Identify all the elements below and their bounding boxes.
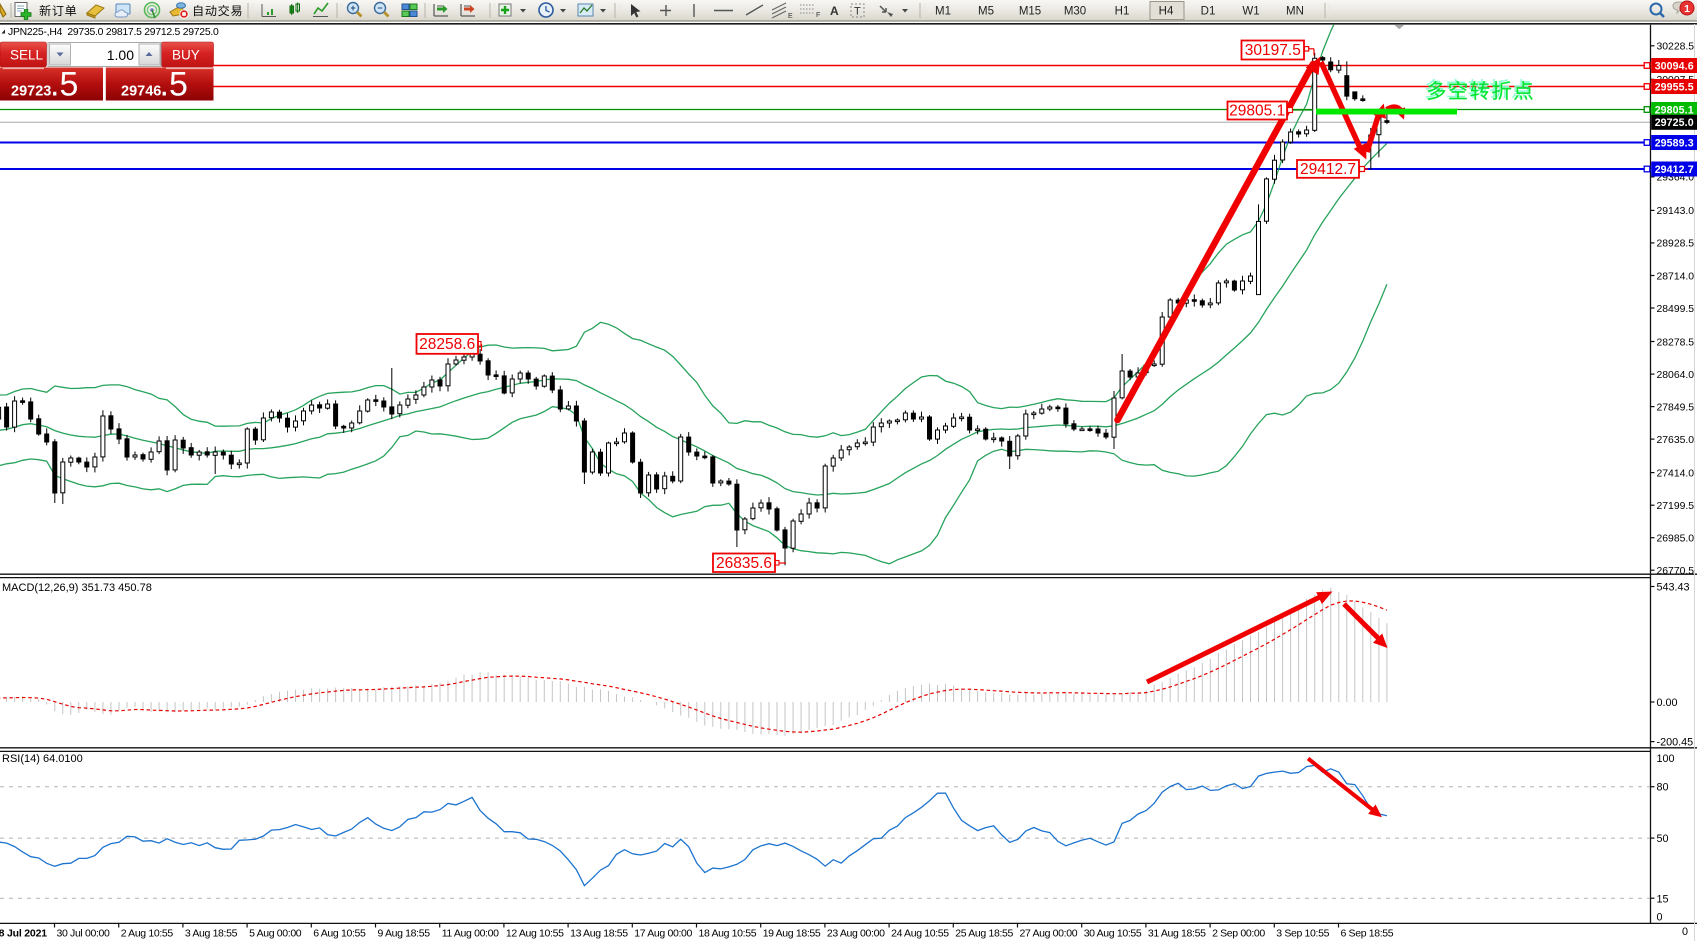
svg-text:23 Aug 00:00: 23 Aug 00:00	[827, 928, 885, 940]
svg-text:M30: M30	[1064, 6, 1086, 18]
svg-text:27 Aug 00:00: 27 Aug 00:00	[1020, 928, 1078, 940]
svg-text:18 Aug 10:55: 18 Aug 10:55	[699, 928, 757, 940]
svg-text:T: T	[854, 6, 861, 18]
svg-text:29412.7: 29412.7	[1655, 164, 1694, 176]
svg-text:543.43: 543.43	[1657, 582, 1690, 594]
svg-text:29589.3: 29589.3	[1655, 137, 1694, 149]
svg-text:.5: .5	[160, 66, 188, 104]
svg-text:D1: D1	[1201, 6, 1216, 18]
svg-text:0: 0	[1657, 912, 1663, 924]
svg-text:25 Aug 18:55: 25 Aug 18:55	[955, 928, 1013, 940]
svg-text:19 Aug 18:55: 19 Aug 18:55	[763, 928, 821, 940]
svg-text:3 Sep 10:55: 3 Sep 10:55	[1276, 928, 1329, 940]
svg-text:28714.0: 28714.0	[1657, 271, 1695, 282]
svg-text:11 Aug 00:00: 11 Aug 00:00	[442, 928, 499, 940]
svg-text:.5: .5	[50, 66, 78, 104]
svg-text:1: 1	[1684, 3, 1690, 15]
svg-text:27414.0: 27414.0	[1657, 468, 1695, 479]
svg-text:-200.45: -200.45	[1657, 737, 1694, 749]
svg-text:6 Sep 18:55: 6 Sep 18:55	[1341, 928, 1394, 940]
svg-text:29412.7: 29412.7	[1300, 161, 1356, 178]
svg-text:28499.5: 28499.5	[1657, 304, 1695, 315]
svg-text:31 Aug 18:55: 31 Aug 18:55	[1148, 928, 1206, 940]
svg-text:30228.5: 30228.5	[1657, 42, 1695, 53]
svg-text:28928.5: 28928.5	[1657, 239, 1695, 250]
svg-text:27849.5: 27849.5	[1657, 402, 1695, 413]
svg-text:F: F	[816, 12, 820, 19]
svg-text:M15: M15	[1019, 6, 1041, 18]
svg-text:12 Aug 10:55: 12 Aug 10:55	[506, 928, 564, 940]
svg-text:H1: H1	[1115, 6, 1130, 18]
svg-text:BUY: BUY	[172, 48, 200, 63]
svg-text:26770.5: 26770.5	[1657, 566, 1695, 577]
svg-text:0: 0	[1682, 926, 1688, 938]
svg-text:50: 50	[1657, 833, 1669, 845]
svg-text:A: A	[830, 4, 839, 18]
svg-text:29746: 29746	[121, 84, 161, 100]
svg-text:15: 15	[1657, 893, 1669, 905]
svg-text:+: +	[350, 3, 355, 13]
svg-text:M5: M5	[978, 6, 994, 18]
svg-text:JPN225-,H4 29735.0 29817.5 29: JPN225-,H4 29735.0 29817.5 29712.5 29725…	[8, 27, 219, 38]
svg-text:H4: H4	[1159, 6, 1174, 18]
svg-text:1.00: 1.00	[107, 47, 134, 63]
svg-text:26985.0: 26985.0	[1657, 534, 1695, 545]
svg-text:0.00: 0.00	[1657, 697, 1678, 709]
svg-text:30197.5: 30197.5	[1245, 42, 1301, 59]
svg-text:29723: 29723	[11, 84, 51, 100]
svg-text:24 Aug 10:55: 24 Aug 10:55	[891, 928, 949, 940]
svg-text:30 Aug 10:55: 30 Aug 10:55	[1084, 928, 1142, 940]
svg-text:5 Aug 00:00: 5 Aug 00:00	[249, 928, 302, 940]
svg-text:28064.0: 28064.0	[1657, 370, 1695, 381]
svg-text:3 Aug 18:55: 3 Aug 18:55	[185, 928, 238, 940]
svg-text:6 Aug 10:55: 6 Aug 10:55	[313, 928, 366, 940]
svg-text:29143.0: 29143.0	[1657, 206, 1695, 217]
svg-text:29805.1: 29805.1	[1229, 103, 1285, 120]
svg-text:2 Aug 10:55: 2 Aug 10:55	[121, 928, 174, 940]
svg-text:MACD(12,26,9) 351.73 450.78: MACD(12,26,9) 351.73 450.78	[2, 582, 152, 594]
svg-text:80: 80	[1657, 782, 1669, 794]
svg-text:28258.6: 28258.6	[419, 336, 475, 353]
svg-text:29725.0: 29725.0	[1655, 117, 1694, 129]
svg-text:W1: W1	[1242, 6, 1259, 18]
svg-text:100: 100	[1657, 753, 1675, 765]
svg-text:29805.1: 29805.1	[1655, 104, 1694, 116]
svg-text:17 Aug 00:00: 17 Aug 00:00	[634, 928, 692, 940]
svg-text:E: E	[788, 13, 793, 20]
svg-text:M1: M1	[935, 6, 951, 18]
svg-text:29364.0: 29364.0	[1657, 173, 1695, 184]
svg-text:30 Jul 00:00: 30 Jul 00:00	[57, 928, 111, 940]
svg-text:RSI(14) 64.0100: RSI(14) 64.0100	[2, 753, 83, 765]
svg-text:SELL: SELL	[10, 48, 44, 63]
svg-text:29955.5: 29955.5	[1655, 81, 1694, 93]
svg-text:28 Jul 2021: 28 Jul 2021	[0, 928, 47, 940]
svg-text:9 Aug 18:55: 9 Aug 18:55	[378, 928, 431, 940]
svg-text:2 Sep 00:00: 2 Sep 00:00	[1212, 928, 1265, 940]
svg-text:30094.6: 30094.6	[1655, 60, 1694, 72]
svg-text:26835.6: 26835.6	[716, 555, 772, 572]
svg-text:27635.0: 27635.0	[1657, 435, 1695, 446]
svg-text:13 Aug 18:55: 13 Aug 18:55	[570, 928, 628, 940]
svg-text:27199.5: 27199.5	[1657, 501, 1695, 512]
svg-text:−: −	[377, 3, 382, 13]
svg-text:28278.5: 28278.5	[1657, 337, 1695, 348]
svg-text:MN: MN	[1286, 6, 1304, 18]
